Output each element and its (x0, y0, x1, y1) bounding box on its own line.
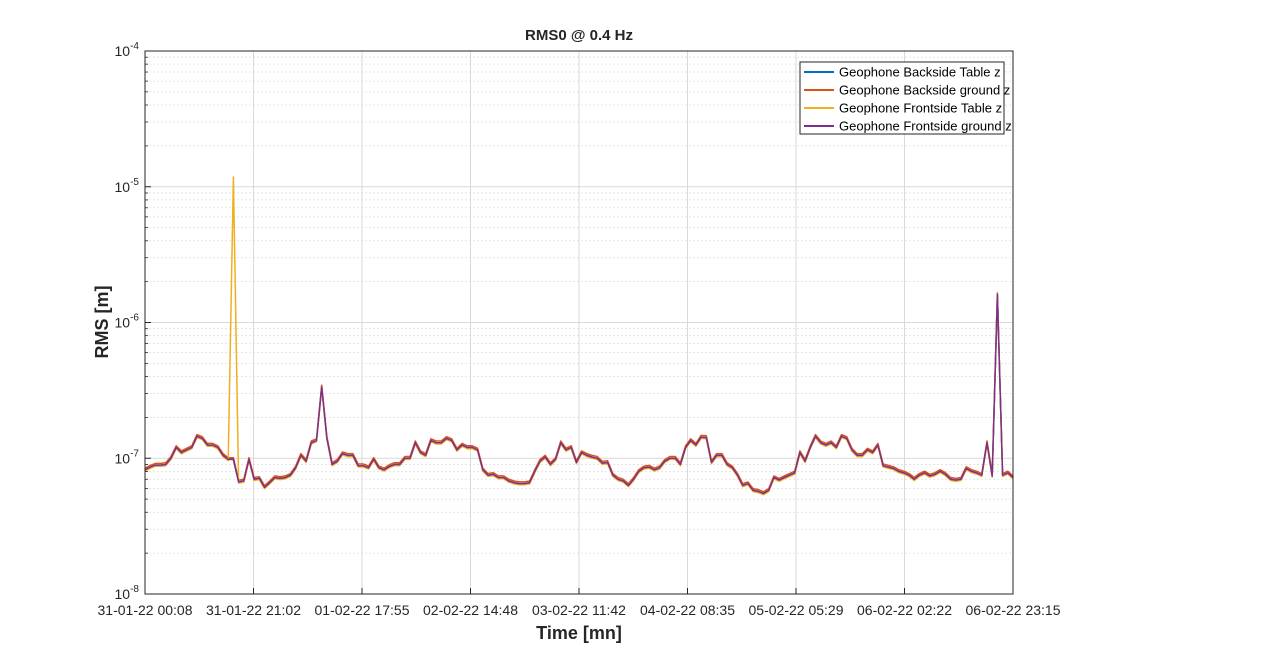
x-tick-label: 31-01-22 00:08 (98, 602, 193, 618)
x-tick-label: 05-02-22 05:29 (749, 602, 844, 618)
x-tick-label: 01-02-22 17:55 (315, 602, 410, 618)
x-tick-label: 31-01-22 21:02 (206, 602, 301, 618)
y-tick-label: 10-5 (115, 177, 140, 195)
x-tick-label: 06-02-22 02:22 (857, 602, 952, 618)
legend-entry: Geophone Frontside ground z (839, 119, 1012, 134)
x-tick-label: 04-02-22 08:35 (640, 602, 735, 618)
legend-entry: Geophone Backside ground z (839, 83, 1010, 98)
chart-title: RMS0 @ 0.4 Hz (525, 27, 633, 44)
y-tick-label: 10-4 (115, 41, 140, 59)
x-tick-label: 02-02-22 14:48 (423, 602, 518, 618)
x-axis-label: Time [mn] (536, 623, 622, 643)
ticks-layer: 10-8 10-7 10-6 10-5 10-4 31-01-22 00:08 31-01-… (98, 41, 1061, 618)
legend-entry: Geophone Backside Table z (839, 65, 1001, 80)
series-line (144, 294, 1014, 495)
y-tick-label: 10-8 (115, 584, 140, 602)
series-line (144, 292, 1014, 493)
series-layer (144, 176, 1014, 496)
x-tick-label: 06-02-22 23:15 (966, 602, 1061, 618)
legend: Geophone Backside Table z Geophone Backsi… (799, 61, 1012, 135)
y-axis-label: RMS [m] (92, 286, 112, 359)
y-tick-label: 10-7 (115, 448, 140, 466)
x-tick-label: 03-02-22 11:42 (532, 602, 626, 618)
y-tick-label: 10-6 (115, 313, 140, 331)
legend-box (799, 61, 1005, 135)
legend-entry: Geophone Frontside Table z (839, 101, 1002, 116)
